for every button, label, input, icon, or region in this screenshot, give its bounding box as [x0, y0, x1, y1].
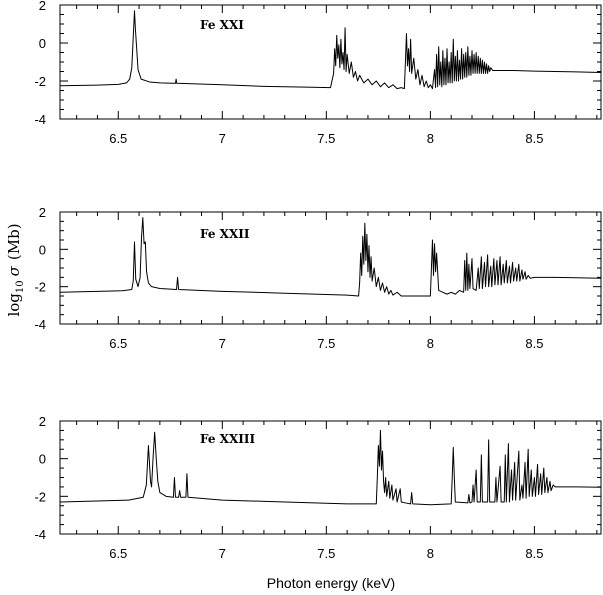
- x-tick-label: 8.5: [525, 131, 543, 146]
- x-tick-label: 7: [219, 546, 226, 561]
- x-tick-label: 8.5: [525, 546, 543, 561]
- x-tick-label: 6.5: [109, 546, 127, 561]
- y-tick-label: 2: [39, 414, 46, 429]
- y-tick-label: 0: [39, 242, 46, 257]
- y-tick-label: -2: [34, 489, 46, 504]
- y-tick-label: -4: [34, 112, 46, 127]
- x-tick-label: 8: [427, 336, 434, 351]
- x-tick-label: 7: [219, 131, 226, 146]
- x-tick-label: 7.5: [317, 131, 335, 146]
- y-axis-title-symbol: σ: [5, 265, 23, 276]
- panel-label: Fe XXIII: [200, 432, 256, 446]
- x-tick-label: 8.5: [525, 336, 543, 351]
- y-tick-label: -2: [34, 280, 46, 295]
- panel-label: Fe XXI: [200, 18, 244, 32]
- y-tick-label: 2: [39, 205, 46, 220]
- y-tick-label: 0: [39, 36, 46, 51]
- y-tick-label: 2: [39, 0, 46, 13]
- y-axis-title-unit: (Mb): [5, 223, 23, 260]
- y-axis-title-subscript: 10: [15, 280, 26, 293]
- plot-frame: [59, 211, 602, 325]
- x-tick-label: 7.5: [317, 336, 335, 351]
- panel-3: 6.5 7 7.5 8 8.5 2 0 -2 -4 Fe XXIII: [34, 414, 602, 561]
- panel-1: 6.5 7 7.5 8 8.5 2 0 -2 -4 Fe XXI: [34, 0, 602, 146]
- y-tick-label: -4: [34, 317, 46, 332]
- panel-2: 6.5 7 7.5 8 8.5 2 0 -2 -4 Fe XXII: [34, 205, 602, 351]
- x-tick-label: 7: [219, 336, 226, 351]
- y-tick-label: -2: [34, 74, 46, 89]
- cross-section-line: [59, 429, 602, 506]
- x-tick-label: 8: [427, 131, 434, 146]
- panels: 6.5 7 7.5 8 8.5 2 0 -2 -4 Fe XXI 6.5 7 7.5 8 8.5 2 0 -2 -4…: [34, 0, 602, 561]
- x-tick-label: 6.5: [109, 131, 127, 146]
- y-tick-label: -4: [34, 527, 46, 542]
- y-axis-title: log10 σ (Mb): [5, 223, 26, 316]
- y-tick-label: 0: [39, 452, 46, 467]
- x-tick-label: 8: [427, 546, 434, 561]
- x-tick-label: 7.5: [317, 546, 335, 561]
- cross-section-line: [59, 10, 602, 90]
- panel-label: Fe XXII: [200, 227, 250, 241]
- cross-section-line: [59, 217, 602, 297]
- y-axis-title-prefix: log: [5, 293, 23, 317]
- x-tick-label: 6.5: [109, 336, 127, 351]
- x-axis-title: Photon energy (keV): [267, 575, 395, 591]
- plot-frame: [59, 4, 602, 120]
